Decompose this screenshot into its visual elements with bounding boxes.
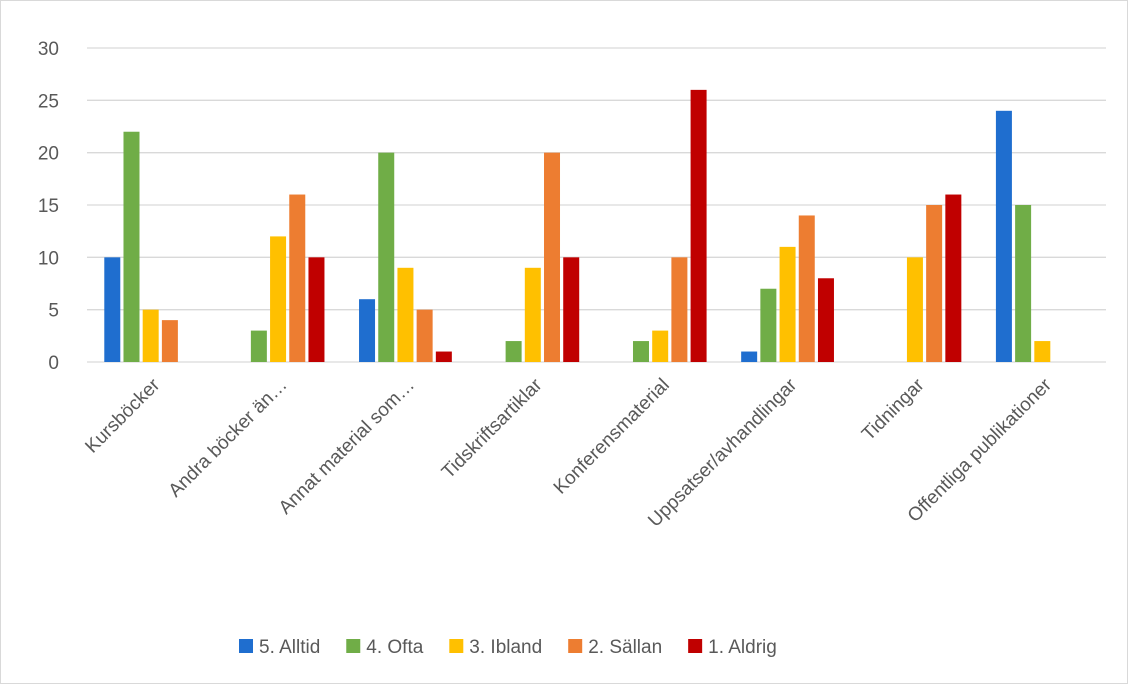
bar xyxy=(161,320,178,362)
legend-label: 4. Ofta xyxy=(366,637,423,658)
bar xyxy=(378,152,395,362)
category-label: Tidningar xyxy=(858,374,929,445)
category-label: Andra böcker än… xyxy=(165,375,292,502)
bar xyxy=(906,257,923,362)
bar xyxy=(995,110,1012,362)
category-label: Kursböcker xyxy=(81,374,164,457)
bar xyxy=(359,299,376,362)
bar xyxy=(397,267,414,362)
bar xyxy=(1015,205,1032,362)
legend-swatch xyxy=(449,639,464,653)
bar xyxy=(926,205,943,362)
bar xyxy=(760,288,777,362)
bar xyxy=(270,236,287,362)
y-tick-label: 5 xyxy=(48,301,59,322)
legend-swatch xyxy=(239,639,253,653)
bar xyxy=(817,278,834,362)
y-tick-label: 10 xyxy=(38,248,59,269)
legend-swatch xyxy=(346,639,361,653)
legend-label: 3. Ibland xyxy=(469,637,542,658)
bar xyxy=(505,341,522,362)
bar xyxy=(416,309,433,362)
bar xyxy=(544,152,561,362)
y-axis-ticks: 0 5 10 15 20 25 30 xyxy=(38,39,59,374)
bar xyxy=(123,131,140,362)
bar xyxy=(690,89,707,362)
legend-label: 1. Aldrig xyxy=(708,637,777,658)
legend-label: 2. Sällan xyxy=(588,637,662,658)
bar xyxy=(632,341,649,362)
bar xyxy=(308,257,325,362)
bar xyxy=(142,309,159,362)
bar xyxy=(779,246,796,362)
bar xyxy=(104,257,121,362)
bar xyxy=(563,257,580,362)
gridlines xyxy=(87,47,1106,363)
category-label: Offentliga publikationer xyxy=(904,374,1057,527)
legend-label: 5. Alltid xyxy=(259,637,320,658)
legend: 5. Alltid 4. Ofta 3. Ibland 2. Sällan 1. Ald… xyxy=(239,637,777,658)
bar xyxy=(652,330,669,362)
category-label: Uppsatser/avhandlingar xyxy=(644,374,801,531)
y-tick-label: 0 xyxy=(48,353,59,374)
legend-swatch xyxy=(568,639,583,653)
y-tick-label: 20 xyxy=(38,144,59,165)
bar xyxy=(945,194,962,362)
bar xyxy=(289,194,306,362)
y-tick-label: 30 xyxy=(38,39,59,60)
bar xyxy=(741,351,758,362)
bar xyxy=(798,215,815,362)
category-label: Tidskriftsartiklar xyxy=(438,374,547,483)
bar xyxy=(435,351,452,362)
bars xyxy=(104,89,1051,362)
legend-swatch xyxy=(688,639,703,653)
y-tick-label: 25 xyxy=(38,91,59,112)
bar xyxy=(1034,341,1051,362)
bar xyxy=(671,257,688,362)
category-label: Annat material som… xyxy=(275,375,419,519)
category-label: Konferensmaterial xyxy=(550,375,674,499)
category-labels: Kursböcker Andra böcker än…Annat material… xyxy=(81,374,1056,531)
bar xyxy=(524,267,541,362)
bar xyxy=(250,330,267,362)
y-tick-label: 15 xyxy=(38,196,59,217)
